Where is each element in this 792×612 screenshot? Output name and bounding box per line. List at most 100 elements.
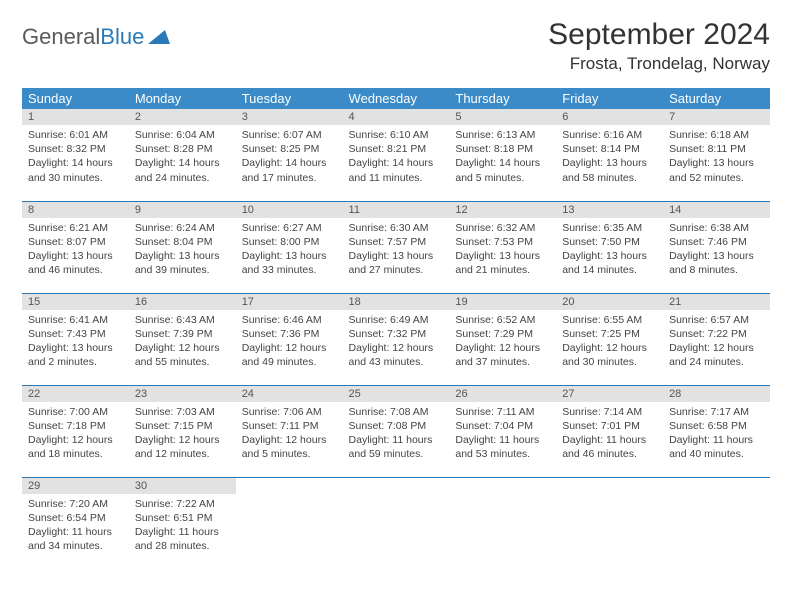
daylight-text-2: and 2 minutes. [28, 355, 123, 369]
sunrise-text: Sunrise: 6:01 AM [28, 128, 123, 142]
calendar-day-cell: 17Sunrise: 6:46 AMSunset: 7:36 PMDayligh… [236, 293, 343, 385]
daylight-text-1: Daylight: 13 hours [562, 249, 657, 263]
day-details: Sunrise: 6:27 AMSunset: 8:00 PMDaylight:… [236, 218, 343, 282]
sunrise-text: Sunrise: 6:07 AM [242, 128, 337, 142]
sunrise-text: Sunrise: 7:06 AM [242, 405, 337, 419]
sunset-text: Sunset: 6:54 PM [28, 511, 123, 525]
daylight-text-2: and 34 minutes. [28, 539, 123, 553]
daylight-text-1: Daylight: 12 hours [28, 433, 123, 447]
header: GeneralBlue September 2024 Frosta, Trond… [22, 18, 770, 74]
calendar-day-cell: 29Sunrise: 7:20 AMSunset: 6:54 PMDayligh… [22, 477, 129, 569]
daylight-text-2: and 18 minutes. [28, 447, 123, 461]
daylight-text-1: Daylight: 12 hours [135, 433, 230, 447]
calendar-day-cell: 15Sunrise: 6:41 AMSunset: 7:43 PMDayligh… [22, 293, 129, 385]
sunrise-text: Sunrise: 6:49 AM [349, 313, 444, 327]
daylight-text-2: and 55 minutes. [135, 355, 230, 369]
day-number: 17 [236, 294, 343, 310]
day-details: Sunrise: 6:35 AMSunset: 7:50 PMDaylight:… [556, 218, 663, 282]
day-number: 27 [556, 386, 663, 402]
sunset-text: Sunset: 8:04 PM [135, 235, 230, 249]
calendar-day-cell: 22Sunrise: 7:00 AMSunset: 7:18 PMDayligh… [22, 385, 129, 477]
calendar-day-cell: 6Sunrise: 6:16 AMSunset: 8:14 PMDaylight… [556, 109, 663, 201]
calendar-day-cell: 25Sunrise: 7:08 AMSunset: 7:08 PMDayligh… [343, 385, 450, 477]
sunrise-text: Sunrise: 6:04 AM [135, 128, 230, 142]
daylight-text-1: Daylight: 12 hours [135, 341, 230, 355]
calendar-day-cell: 10Sunrise: 6:27 AMSunset: 8:00 PMDayligh… [236, 201, 343, 293]
sunset-text: Sunset: 6:51 PM [135, 511, 230, 525]
day-details: Sunrise: 6:41 AMSunset: 7:43 PMDaylight:… [22, 310, 129, 374]
sunset-text: Sunset: 8:14 PM [562, 142, 657, 156]
calendar-day-cell: 18Sunrise: 6:49 AMSunset: 7:32 PMDayligh… [343, 293, 450, 385]
sunrise-text: Sunrise: 6:57 AM [669, 313, 764, 327]
day-details: Sunrise: 7:14 AMSunset: 7:01 PMDaylight:… [556, 402, 663, 466]
day-number: 2 [129, 109, 236, 125]
daylight-text-1: Daylight: 13 hours [28, 249, 123, 263]
day-number: 19 [449, 294, 556, 310]
day-number: 3 [236, 109, 343, 125]
daylight-text-2: and 39 minutes. [135, 263, 230, 277]
daylight-text-1: Daylight: 11 hours [562, 433, 657, 447]
day-details: Sunrise: 6:10 AMSunset: 8:21 PMDaylight:… [343, 125, 450, 189]
daylight-text-2: and 24 minutes. [669, 355, 764, 369]
day-number: 7 [663, 109, 770, 125]
day-number: 23 [129, 386, 236, 402]
sunset-text: Sunset: 7:53 PM [455, 235, 550, 249]
daylight-text-2: and 17 minutes. [242, 171, 337, 185]
calendar-day-cell: 20Sunrise: 6:55 AMSunset: 7:25 PMDayligh… [556, 293, 663, 385]
daylight-text-2: and 37 minutes. [455, 355, 550, 369]
sunset-text: Sunset: 6:58 PM [669, 419, 764, 433]
weekday-header: Sunday [22, 88, 129, 109]
sunset-text: Sunset: 8:18 PM [455, 142, 550, 156]
sunrise-text: Sunrise: 6:43 AM [135, 313, 230, 327]
day-details: Sunrise: 6:57 AMSunset: 7:22 PMDaylight:… [663, 310, 770, 374]
sunset-text: Sunset: 8:25 PM [242, 142, 337, 156]
sunrise-text: Sunrise: 6:16 AM [562, 128, 657, 142]
sunrise-text: Sunrise: 6:46 AM [242, 313, 337, 327]
weekday-header: Thursday [449, 88, 556, 109]
daylight-text-1: Daylight: 13 hours [669, 156, 764, 170]
sunrise-text: Sunrise: 7:11 AM [455, 405, 550, 419]
sunset-text: Sunset: 8:07 PM [28, 235, 123, 249]
day-details: Sunrise: 6:38 AMSunset: 7:46 PMDaylight:… [663, 218, 770, 282]
calendar-day-cell [343, 477, 450, 569]
daylight-text-2: and 14 minutes. [562, 263, 657, 277]
weekday-header: Friday [556, 88, 663, 109]
weekday-header: Tuesday [236, 88, 343, 109]
day-details: Sunrise: 7:11 AMSunset: 7:04 PMDaylight:… [449, 402, 556, 466]
sunset-text: Sunset: 7:18 PM [28, 419, 123, 433]
calendar-day-cell: 23Sunrise: 7:03 AMSunset: 7:15 PMDayligh… [129, 385, 236, 477]
day-details: Sunrise: 6:52 AMSunset: 7:29 PMDaylight:… [449, 310, 556, 374]
daylight-text-2: and 53 minutes. [455, 447, 550, 461]
day-number: 5 [449, 109, 556, 125]
day-details: Sunrise: 7:20 AMSunset: 6:54 PMDaylight:… [22, 494, 129, 558]
daylight-text-1: Daylight: 14 hours [242, 156, 337, 170]
day-number: 9 [129, 202, 236, 218]
day-number: 18 [343, 294, 450, 310]
daylight-text-1: Daylight: 13 hours [242, 249, 337, 263]
calendar-week-row: 15Sunrise: 6:41 AMSunset: 7:43 PMDayligh… [22, 293, 770, 385]
daylight-text-1: Daylight: 11 hours [669, 433, 764, 447]
sunset-text: Sunset: 7:01 PM [562, 419, 657, 433]
logo-triangle-icon [148, 24, 170, 50]
day-details: Sunrise: 6:16 AMSunset: 8:14 PMDaylight:… [556, 125, 663, 189]
calendar-day-cell: 27Sunrise: 7:14 AMSunset: 7:01 PMDayligh… [556, 385, 663, 477]
sunrise-text: Sunrise: 6:35 AM [562, 221, 657, 235]
calendar-day-cell: 3 Sunrise: 6:07 AMSunset: 8:25 PMDaylight… [236, 109, 343, 201]
day-number: 12 [449, 202, 556, 218]
daylight-text-2: and 21 minutes. [455, 263, 550, 277]
sunrise-text: Sunrise: 7:22 AM [135, 497, 230, 511]
daylight-text-2: and 46 minutes. [28, 263, 123, 277]
sunrise-text: Sunrise: 6:27 AM [242, 221, 337, 235]
day-details: Sunrise: 6:13 AMSunset: 8:18 PMDaylight:… [449, 125, 556, 189]
day-details: Sunrise: 6:18 AMSunset: 8:11 PMDaylight:… [663, 125, 770, 189]
calendar-day-cell: 12Sunrise: 6:32 AMSunset: 7:53 PMDayligh… [449, 201, 556, 293]
day-number: 16 [129, 294, 236, 310]
calendar-day-cell: 21Sunrise: 6:57 AMSunset: 7:22 PMDayligh… [663, 293, 770, 385]
daylight-text-2: and 58 minutes. [562, 171, 657, 185]
daylight-text-2: and 5 minutes. [242, 447, 337, 461]
calendar-day-cell: 11Sunrise: 6:30 AMSunset: 7:57 PMDayligh… [343, 201, 450, 293]
sunrise-text: Sunrise: 6:24 AM [135, 221, 230, 235]
sunrise-text: Sunrise: 7:17 AM [669, 405, 764, 419]
sunrise-text: Sunrise: 6:18 AM [669, 128, 764, 142]
daylight-text-2: and 8 minutes. [669, 263, 764, 277]
